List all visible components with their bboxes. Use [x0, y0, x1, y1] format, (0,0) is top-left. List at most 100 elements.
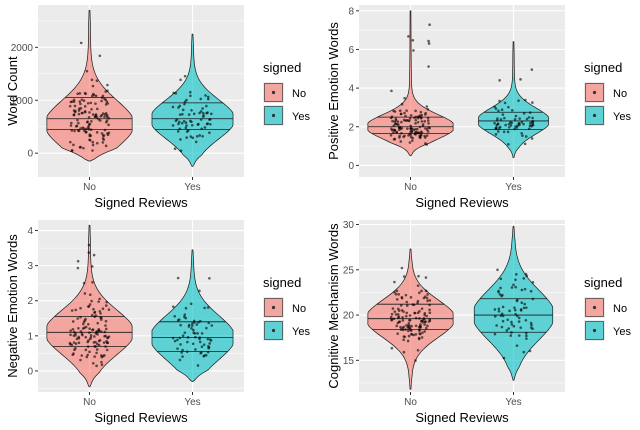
data-point [72, 341, 76, 344]
legend-label-no: No [613, 303, 627, 315]
y-tick-label: 0 [27, 366, 33, 377]
data-point [423, 323, 427, 326]
data-point [80, 332, 84, 336]
data-point [79, 358, 82, 362]
data-point [77, 109, 81, 112]
data-point [392, 137, 396, 141]
data-point [104, 319, 108, 323]
data-point [496, 130, 500, 133]
data-point [419, 332, 422, 336]
data-point [407, 35, 410, 38]
data-point [399, 304, 403, 307]
data-point [68, 104, 72, 108]
data-point [425, 296, 429, 300]
data-point [422, 317, 426, 320]
x-tick-label: No [83, 397, 96, 408]
data-point [424, 289, 428, 293]
data-point [401, 326, 405, 330]
data-point [405, 300, 409, 304]
legend-key-no-dot [271, 305, 276, 310]
data-point [530, 68, 534, 71]
data-point [521, 134, 524, 137]
data-point [187, 323, 191, 327]
data-point [102, 138, 106, 141]
data-point [427, 65, 430, 68]
data-point [428, 126, 431, 130]
data-point [400, 296, 404, 300]
data-point [205, 104, 208, 108]
data-point [417, 291, 421, 295]
data-point [97, 118, 100, 121]
data-point [427, 42, 431, 45]
y-axis: 15 20 25 30 [343, 220, 359, 367]
data-point [427, 122, 430, 125]
data-point [408, 314, 412, 317]
data-point [104, 111, 108, 115]
data-point [498, 293, 502, 296]
data-point [402, 118, 406, 122]
data-point [409, 127, 412, 130]
panel-background [359, 5, 565, 177]
data-point [407, 326, 411, 330]
data-point [497, 309, 501, 313]
data-point [518, 117, 521, 120]
data-point [524, 318, 528, 322]
data-point [171, 305, 175, 308]
data-point [522, 122, 525, 126]
data-point [191, 342, 195, 346]
data-point [399, 140, 403, 143]
data-point [408, 318, 411, 322]
data-point [420, 120, 424, 123]
data-point [181, 334, 185, 338]
data-point [428, 299, 432, 302]
data-point [410, 324, 413, 328]
x-axis-title: Signed Reviews [415, 195, 509, 210]
data-point [82, 146, 85, 150]
data-point [428, 308, 431, 312]
data-point [202, 115, 205, 118]
y-tick-label: 2 [27, 296, 33, 307]
data-point [91, 113, 95, 116]
data-point [523, 302, 526, 306]
data-point [101, 94, 105, 98]
y-axis: 0 2 4 6 8 [348, 6, 359, 172]
y-tick-label: 2000 [11, 43, 34, 54]
data-point [501, 319, 505, 323]
data-point [524, 98, 527, 102]
legend-key-no-dot [271, 90, 276, 95]
data-point [398, 136, 401, 139]
data-point [89, 334, 93, 337]
data-point [402, 350, 406, 354]
violin-yes [151, 33, 234, 167]
data-point [181, 112, 184, 116]
data-point [81, 111, 84, 115]
data-point [178, 358, 182, 362]
data-point [395, 131, 399, 134]
data-point [393, 280, 396, 284]
data-point [95, 107, 99, 111]
data-point [410, 139, 414, 142]
data-point [505, 329, 509, 332]
data-point [531, 297, 535, 301]
data-point [80, 98, 84, 101]
data-point [173, 314, 177, 318]
data-point [414, 333, 418, 336]
data-point [528, 349, 532, 353]
data-point [500, 325, 504, 329]
data-point [512, 283, 515, 287]
data-point [519, 78, 522, 81]
data-point [426, 130, 430, 133]
data-point [95, 115, 99, 119]
data-point [74, 308, 78, 312]
data-point [427, 39, 430, 43]
x-tick-label: Yes [184, 397, 200, 408]
data-point [493, 332, 497, 336]
data-point [405, 304, 409, 307]
data-point [103, 128, 107, 132]
data-point [421, 124, 425, 128]
data-point [510, 121, 513, 125]
data-point [183, 74, 187, 78]
data-point [90, 265, 94, 268]
data-point [402, 275, 406, 278]
x-tick-label: Yes [505, 182, 521, 193]
